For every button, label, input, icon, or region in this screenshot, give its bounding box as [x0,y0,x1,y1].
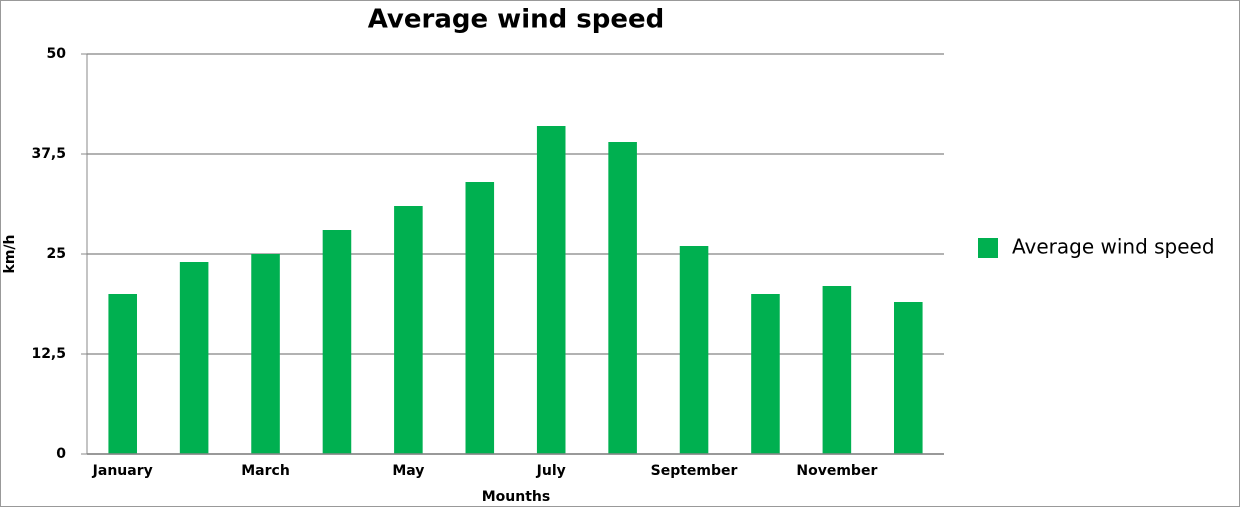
bar [894,302,923,454]
bar [822,286,852,454]
x-tick-label: September [651,463,738,479]
bar [179,262,209,454]
y-tick-label: 25 [47,246,66,262]
chart-title: Average wind speed [368,5,665,35]
legend-label: Average wind speed [1012,235,1215,259]
x-tick-label: March [241,463,290,479]
bar [322,230,352,454]
x-tick-label: May [392,463,424,479]
y-axis-title: km/h [2,235,18,274]
x-axis-title: Mounths [482,489,550,505]
y-tick-label: 37,5 [31,146,66,162]
bar [608,142,637,454]
bar [679,246,709,454]
bar [465,182,495,454]
bar [251,254,280,454]
x-tick-label: November [796,463,877,479]
bar [394,206,423,454]
y-tick-label: 0 [56,446,66,462]
bar [108,294,137,454]
legend-swatch [978,238,998,258]
y-tick-label: 50 [47,46,67,62]
bar [536,126,566,454]
x-tick-label: January [92,463,153,479]
bar [751,294,780,454]
y-tick-label: 12,5 [31,346,66,362]
x-tick-label: July [536,463,566,479]
